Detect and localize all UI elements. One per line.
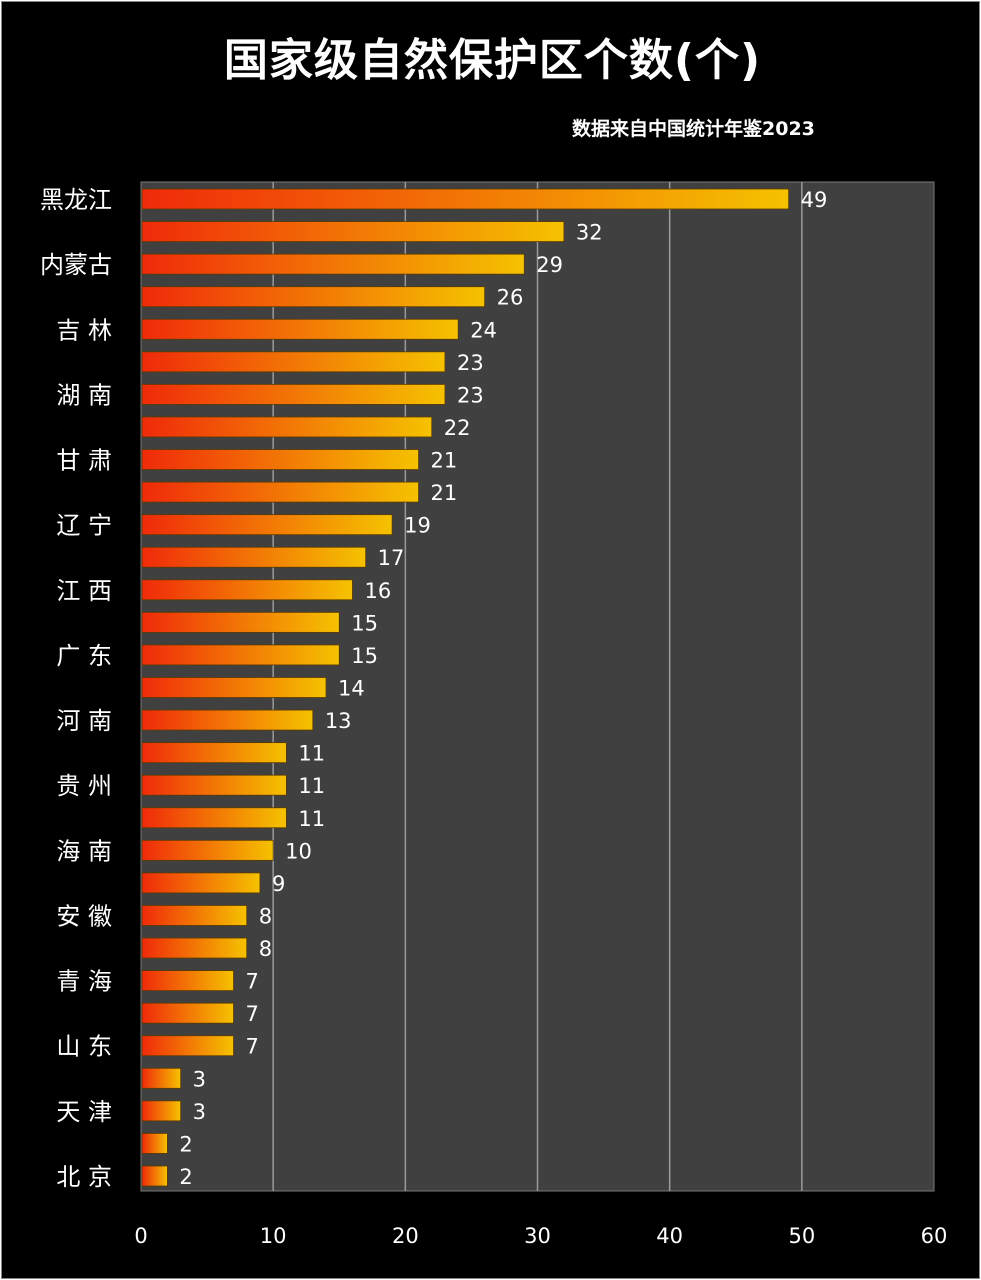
- bar: [141, 611, 340, 633]
- y-category-label: 辽 宁: [56, 512, 112, 540]
- bar: [141, 1100, 182, 1122]
- bar: [141, 774, 287, 796]
- data-label: 24: [470, 318, 497, 342]
- data-label: 16: [364, 579, 391, 603]
- bar: [141, 449, 419, 470]
- bar: [141, 1067, 182, 1089]
- y-category-label: 安 徽: [56, 902, 112, 930]
- y-category-label: 山 东: [56, 1033, 112, 1061]
- data-label: 7: [246, 1002, 259, 1026]
- y-category-label: 甘 肃: [56, 447, 112, 475]
- bar: [141, 1133, 168, 1154]
- x-tick-label: 60: [921, 1224, 948, 1248]
- y-category-label: 内蒙古: [40, 251, 112, 279]
- data-label: 23: [457, 383, 484, 407]
- data-label: 23: [457, 351, 484, 375]
- data-label: 3: [193, 1100, 206, 1124]
- y-category-label: 海 南: [56, 837, 112, 865]
- bar: [141, 905, 248, 926]
- data-label: 7: [246, 970, 259, 994]
- bar: [141, 351, 446, 373]
- x-tick-label: 50: [788, 1224, 815, 1248]
- data-label: 21: [431, 449, 458, 473]
- data-label: 11: [298, 774, 325, 798]
- bar: [141, 742, 287, 764]
- bar: [141, 839, 274, 861]
- y-category-label: 黑龙江: [40, 186, 112, 214]
- x-tick-label: 20: [392, 1224, 419, 1248]
- bar: [141, 1165, 168, 1187]
- bar: [141, 1035, 234, 1057]
- data-label: 19: [404, 514, 431, 538]
- bar: [141, 579, 353, 601]
- data-label: 9: [272, 872, 285, 896]
- data-label: 11: [298, 807, 325, 831]
- bar: [141, 286, 486, 308]
- x-tick-label: 40: [656, 1224, 683, 1248]
- y-category-label: 北 京: [56, 1163, 112, 1191]
- bar: [141, 416, 433, 438]
- y-category-label: 青 海: [56, 968, 112, 996]
- y-category-label: 江 西: [56, 577, 112, 605]
- bar: [141, 318, 459, 340]
- y-category-label: 吉 林: [56, 316, 112, 344]
- data-label: 8: [259, 904, 272, 928]
- x-tick-label: 30: [524, 1224, 551, 1248]
- data-label: 10: [285, 839, 312, 863]
- y-category-label: 河 南: [56, 707, 112, 735]
- data-label: 8: [259, 937, 272, 961]
- data-label: 13: [325, 709, 352, 733]
- data-label: 3: [193, 1067, 206, 1091]
- bar: [141, 383, 446, 405]
- bar: [141, 188, 790, 210]
- data-label: 32: [576, 221, 603, 245]
- data-label: 22: [444, 416, 471, 440]
- x-tick-label: 0: [134, 1224, 147, 1248]
- data-label: 2: [179, 1165, 192, 1189]
- data-label: 21: [431, 481, 458, 505]
- y-category-label: 湖 南: [56, 381, 112, 409]
- data-label: 7: [246, 1035, 259, 1059]
- bar: [141, 1002, 234, 1024]
- y-category-label: 广 东: [56, 642, 112, 670]
- y-category-label: 天 津: [56, 1098, 112, 1126]
- data-label: 15: [351, 611, 378, 635]
- data-label: 15: [351, 644, 378, 668]
- bar: [141, 221, 565, 242]
- bar: [141, 514, 393, 536]
- y-category-label: 贵 州: [56, 772, 112, 800]
- chart-subtitle: 数据来自中国统计年鉴2023: [572, 118, 815, 140]
- bar: [141, 481, 419, 503]
- chart-title: 国家级自然保护区个数(个): [223, 35, 762, 86]
- data-label: 26: [497, 286, 524, 310]
- data-label: 29: [536, 253, 563, 277]
- data-label: 49: [801, 188, 828, 212]
- data-label: 14: [338, 677, 365, 701]
- bar: [141, 709, 314, 731]
- bar: [141, 644, 340, 666]
- bar: [141, 970, 234, 991]
- data-label: 2: [179, 1132, 192, 1156]
- x-tick-label: 10: [260, 1224, 287, 1248]
- bar: [141, 253, 525, 275]
- data-label: 11: [298, 742, 325, 766]
- bar: [141, 937, 248, 959]
- bar: [141, 546, 367, 568]
- bar: [141, 872, 261, 894]
- bar: [141, 807, 287, 829]
- bar: [141, 677, 327, 698]
- data-label: 17: [378, 546, 405, 570]
